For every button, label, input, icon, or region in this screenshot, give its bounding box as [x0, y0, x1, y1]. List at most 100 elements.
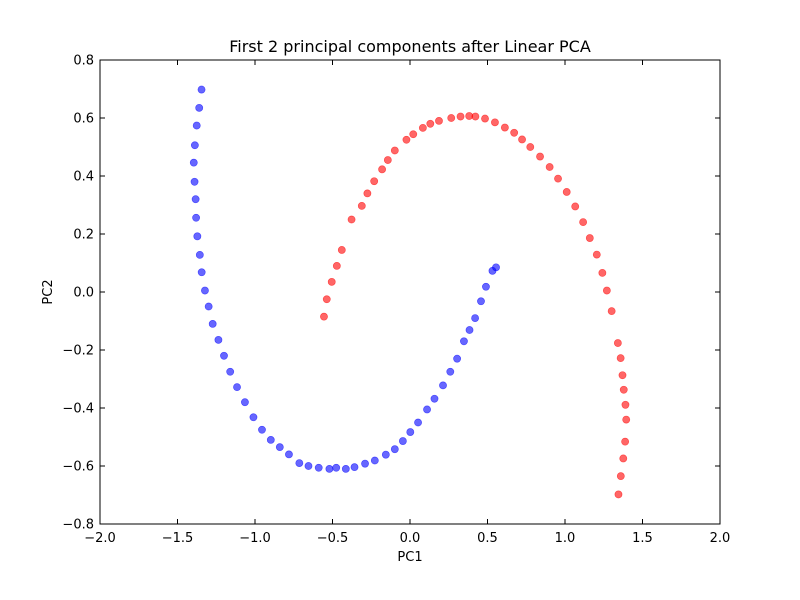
class-1-point — [383, 156, 392, 164]
class-2-point — [460, 337, 468, 346]
class-2-point — [398, 437, 407, 445]
x-tick-label: 0.0 — [400, 531, 421, 546]
class-2-point — [197, 85, 206, 94]
class-1-point — [598, 268, 607, 277]
class-2-point — [492, 263, 500, 272]
class-1-point — [370, 177, 379, 186]
class-1-point — [456, 112, 465, 121]
class-2-point — [241, 398, 249, 407]
class-1-point — [585, 234, 594, 242]
plot-area — [100, 60, 720, 524]
class-2-point — [471, 314, 479, 322]
class-2-point — [195, 103, 204, 112]
y-tick-label: 0.0 — [73, 286, 94, 301]
class-1-point — [418, 123, 427, 132]
y-tick-label: −0.2 — [62, 344, 94, 359]
class-2-point — [423, 405, 431, 414]
class-1-point — [554, 174, 562, 183]
class-2-point — [477, 297, 485, 306]
class-2-point — [189, 158, 198, 167]
class-2-point — [453, 354, 462, 363]
x-tick-label: 1.0 — [555, 531, 576, 546]
class-1-point — [409, 130, 418, 139]
class-1-point — [614, 490, 623, 499]
class-1-point — [327, 277, 336, 286]
class-2-point — [191, 195, 200, 204]
class-2-point — [214, 335, 223, 344]
class-2-point — [430, 394, 439, 403]
class-1-point — [619, 385, 628, 394]
class-2-point — [208, 319, 217, 328]
class-1-point — [526, 143, 535, 151]
class-1-point — [337, 246, 346, 254]
y-tick-label: −0.4 — [62, 402, 94, 417]
class-1-point — [347, 215, 356, 224]
class-2-point — [204, 302, 213, 311]
class-2-point — [406, 428, 415, 436]
class-2-point — [226, 367, 235, 376]
class-2-point — [414, 418, 422, 427]
class-1-point — [390, 146, 399, 155]
class-2-point — [341, 464, 350, 473]
class-1-point — [332, 261, 341, 270]
class-1-point — [320, 312, 328, 321]
class-2-point — [197, 268, 206, 277]
class-1-point — [579, 218, 588, 227]
chart-title: First 2 principal components after Linea… — [229, 37, 591, 56]
class-2-point — [275, 443, 284, 452]
x-tick-label: −1.5 — [162, 531, 194, 546]
y-tick-label: 0.4 — [73, 170, 94, 185]
class-1-point — [616, 472, 625, 481]
class-2-point — [304, 462, 313, 470]
points-layer — [189, 85, 631, 499]
ticks-layer: −2.0 −1.5 −1.0 −0.5 0.0 0.5 1.0 1.5 2.0 −0.8 −0.6 −… — [62, 54, 730, 547]
x-tick-label: −1.0 — [239, 531, 271, 546]
class-2-point — [201, 286, 209, 295]
plot-frame — [99, 59, 721, 525]
class-2-point — [258, 425, 266, 434]
class-1-point — [621, 437, 630, 446]
class-2-point — [285, 450, 293, 459]
class-2-point — [233, 383, 241, 392]
class-2-point — [446, 367, 455, 376]
class-2-point — [482, 282, 490, 291]
y-tick-label: 0.6 — [73, 112, 94, 127]
class-2-point — [220, 351, 228, 360]
class-2-point — [266, 435, 275, 444]
class-2-point — [193, 232, 202, 241]
class-2-point — [361, 459, 369, 468]
class-1-point — [602, 286, 611, 295]
class-1-point — [447, 114, 456, 122]
class-1-point — [621, 400, 630, 409]
class-1-point — [322, 295, 331, 304]
class-2-point — [195, 250, 204, 259]
class-1-point — [481, 114, 489, 123]
class-2-point — [190, 141, 199, 150]
class-1-point — [491, 118, 499, 127]
x-tick-label: 2.0 — [710, 531, 731, 546]
class-1-point — [616, 354, 625, 363]
class-1-point — [510, 128, 519, 137]
class-2-point — [325, 464, 334, 473]
class-1-point — [471, 112, 480, 121]
class-1-point — [426, 119, 435, 128]
x-tick-label: 0.5 — [477, 531, 498, 546]
class-1-point — [545, 163, 554, 171]
class-1-point — [607, 307, 616, 316]
class-2-point — [314, 463, 323, 472]
x-tick-label: −0.5 — [317, 531, 349, 546]
class-2-point — [190, 177, 199, 186]
class-1-point — [357, 201, 366, 210]
class-2-point — [350, 463, 359, 472]
class-1-point — [500, 123, 509, 132]
class-1-point — [571, 202, 580, 211]
class-1-point — [622, 415, 631, 424]
class-1-point — [619, 454, 628, 463]
class-2-point — [192, 121, 201, 130]
class-1-point — [435, 117, 443, 125]
class-1-point — [536, 152, 544, 161]
x-axis-label: PC1 — [397, 550, 422, 565]
class-2-point — [192, 213, 200, 222]
